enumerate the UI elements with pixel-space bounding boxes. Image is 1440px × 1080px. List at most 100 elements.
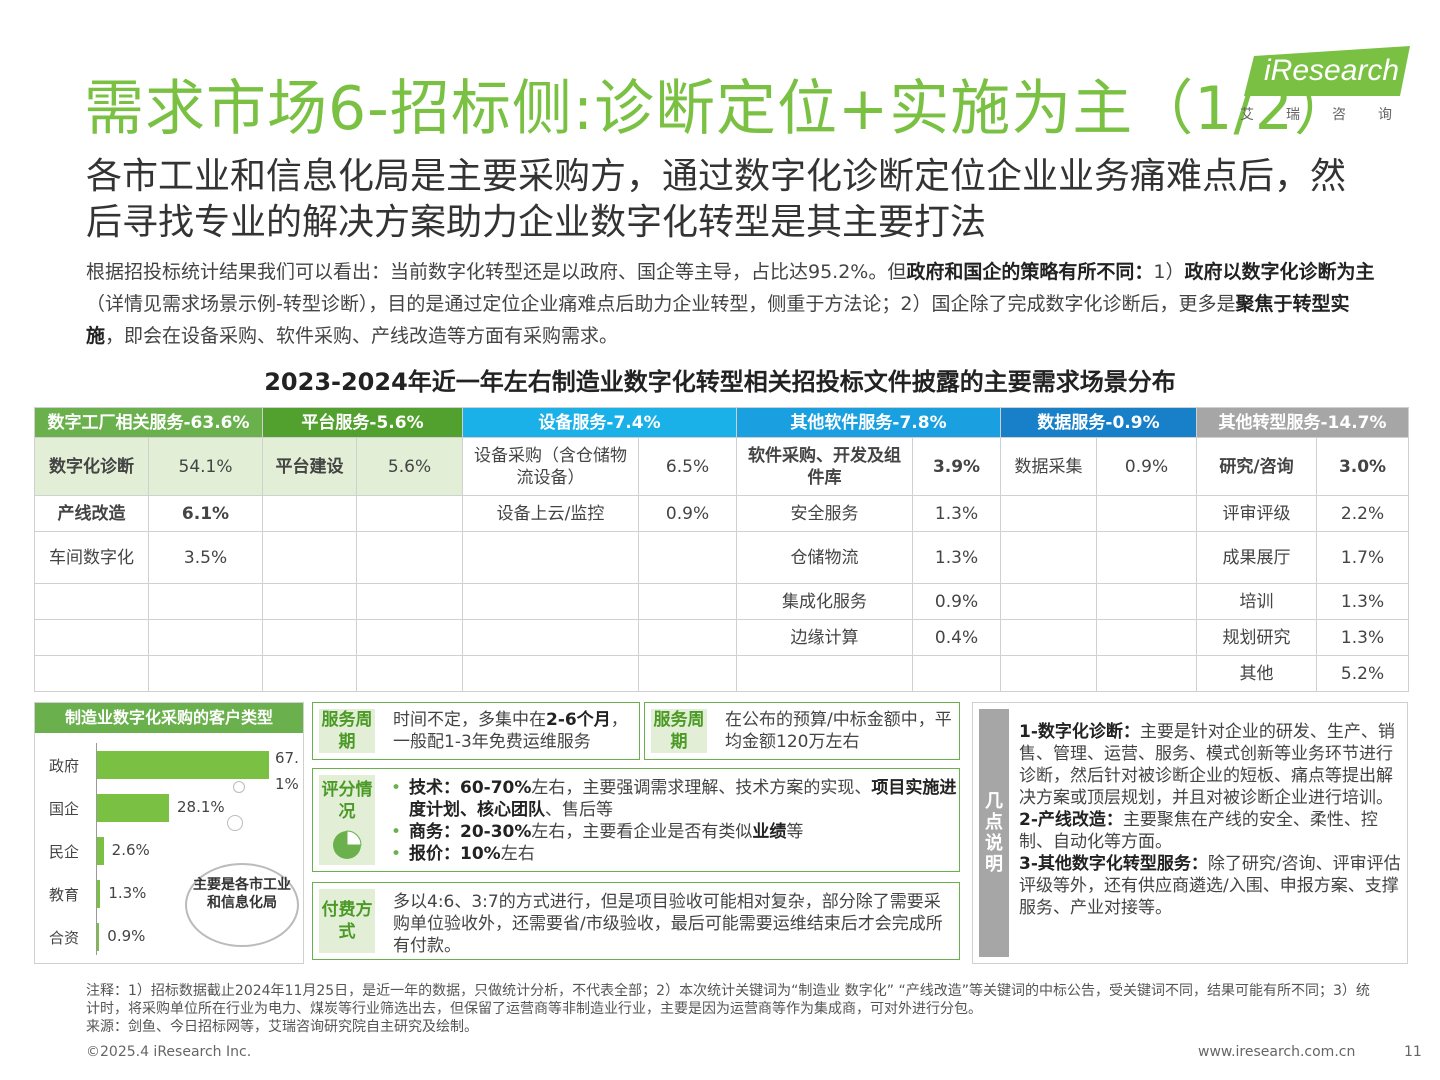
payment-text: 多以4:6、3:7的方式进行，但是项目验收可能相对复杂，部分除了需要采购单位验收… xyxy=(393,892,943,956)
table-cell: 5.2% xyxy=(1316,655,1410,692)
score-text: 左右，主要强调需求理解、技术方案的实现、 xyxy=(531,778,872,798)
logo-cn: 艾瑞咨询 xyxy=(1240,107,1424,123)
note-key: 1-数字化诊断： xyxy=(1019,722,1140,742)
table-cell xyxy=(638,531,738,584)
table-cell xyxy=(262,655,358,692)
bar xyxy=(97,751,269,779)
score-text: 左右 xyxy=(500,844,535,864)
table-cell xyxy=(462,583,640,620)
table-cell: 平台建设 xyxy=(262,437,358,496)
notes-text: 1-数字化诊断：主要是针对企业的研发、生产、销售、管理、运营、服务、模式创新等业… xyxy=(1019,721,1401,919)
scoring-list: 技术：60-70%左右，主要强调需求理解、技术方案的实现、项目实施进度计划、核心… xyxy=(383,777,957,865)
intro-text-2: 1） xyxy=(1153,261,1185,283)
cat-header-platform: 平台服务-5.6% xyxy=(262,407,464,438)
cat-header-other: 其他转型服务-14.7% xyxy=(1196,407,1410,438)
iresearch-logo: iResearch 艾瑞咨询 xyxy=(1240,44,1410,130)
bar xyxy=(97,880,101,908)
table-cell xyxy=(1000,531,1098,584)
table-cell xyxy=(262,531,358,584)
bar-category-label: 国企 xyxy=(49,800,80,818)
table-cell xyxy=(638,655,738,692)
score-key: 报价： xyxy=(409,844,460,864)
table-cell: 1.3% xyxy=(912,495,1002,532)
table-cell xyxy=(1000,619,1098,656)
table-cell: 其他 xyxy=(1196,655,1318,692)
note-item: 3-其他数字化转型服务：除了研究/咨询、评审评估评级等外，还有供应商遴选/入围、… xyxy=(1019,853,1401,919)
table-cell: 仓储物流 xyxy=(736,531,914,584)
table-cell xyxy=(1000,495,1098,532)
bar-value-label: 28.1% xyxy=(177,798,225,816)
note-text: 除了研究/咨询、评审评估评级等外，还有供应商遴选/入围、申报方案、支撑服务、产业… xyxy=(1019,854,1401,918)
intro-paragraph: 根据招投标统计结果我们可以看出：当前数字化转型还是以政府、国企等主导，占比达95… xyxy=(86,256,1376,352)
bar-row: 合资 0.9% xyxy=(35,917,305,957)
table-cell xyxy=(262,619,358,656)
payment-tag: 付费方式 xyxy=(319,889,375,953)
service-period-text: 时间不定，多集中在2-6个月，一般配1-3年免费运维服务 xyxy=(393,709,637,753)
service-period-box: 服务周期 时间不定，多集中在2-6个月，一般配1-3年免费运维服务 xyxy=(312,702,640,760)
cat-header-digital-factory: 数字工厂相关服务-63.6% xyxy=(33,407,264,438)
table-cell xyxy=(462,619,640,656)
table-cell: 0.9% xyxy=(1096,437,1198,496)
bar-category-label: 政府 xyxy=(49,757,80,775)
bar-category-label: 教育 xyxy=(49,886,80,904)
bar xyxy=(97,837,104,865)
scoring-tag: 评分情况 xyxy=(319,775,375,865)
scoring-item: 商务：20-30%左右，主要看企业是否有类似业绩等 xyxy=(383,821,957,843)
service-period-tag: 服务周期 xyxy=(319,709,375,753)
score-text-2: 、售后等 xyxy=(545,800,613,820)
table-cell: 设备采购（含仓储物流设备） xyxy=(462,437,640,496)
table-cell xyxy=(356,531,464,584)
bar-row: 国企 28.1% xyxy=(35,788,305,828)
table-cell: 数字化诊断 xyxy=(34,437,149,496)
customer-type-panel: 制造业数字化采购的客户类型 政府 67.1% 国企 28.1% 民企 2.6% 教育 1.3%… xyxy=(34,702,304,964)
bar-value-label: 2.6% xyxy=(111,841,150,859)
page-title: 需求市场6-招标侧:诊断定位+实施为主（1/2） xyxy=(84,74,1355,144)
copyright: ©2025.4 iResearch Inc. xyxy=(86,1044,252,1060)
table-cell xyxy=(262,583,358,620)
table-cell: 3.9% xyxy=(912,437,1002,496)
logo-word: iResearch xyxy=(1264,54,1400,87)
bubble-dot-icon xyxy=(233,781,245,793)
chart-axis xyxy=(96,743,97,955)
notes-side-label: 几点说明 xyxy=(979,709,1009,957)
scoring-item: 报价：10%左右 xyxy=(383,843,957,865)
website-link[interactable]: www.iresearch.com.cn xyxy=(1198,1044,1356,1060)
table-cell: 3.5% xyxy=(147,531,264,584)
customer-chart-title: 制造业数字化采购的客户类型 xyxy=(35,703,303,733)
scoring-item: 技术：60-70%左右，主要强调需求理解、技术方案的实现、项目实施进度计划、核心… xyxy=(383,777,957,821)
table-cell: 1.3% xyxy=(912,531,1002,584)
amount-text: 在公布的预算/中标金额中，平均金额120万左右 xyxy=(725,710,952,752)
table-cell xyxy=(147,655,264,692)
table-title: 2023-2024年近一年左右制造业数字化转型相关招投标文件披露的主要需求场景分… xyxy=(264,368,1176,396)
score-bold-2: 业绩 xyxy=(752,822,787,842)
table-cell: 1.3% xyxy=(1316,619,1410,656)
pie-chart-icon xyxy=(333,830,362,859)
table-cell xyxy=(356,655,464,692)
table-cell: 设备上云/监控 xyxy=(462,495,640,532)
score-key: 技术： xyxy=(409,778,460,798)
logo-icon xyxy=(1244,46,1410,96)
table-cell xyxy=(147,619,264,656)
table-cell: 评审评级 xyxy=(1196,495,1318,532)
table-cell: 54.1% xyxy=(147,437,264,496)
table-cell: 数据采集 xyxy=(1000,437,1098,496)
bar-row: 政府 67.1% xyxy=(35,745,305,793)
sp-text-b: ，一般配1-3年免费运维服务 xyxy=(393,710,628,752)
table-cell xyxy=(462,531,640,584)
bar xyxy=(97,923,100,951)
table-cell: 成果展厅 xyxy=(1196,531,1318,584)
intro-bold-2: 政府以数字化诊断为主 xyxy=(1184,261,1375,283)
sp-bold: 2-6个月 xyxy=(546,710,611,730)
scoring-box: 评分情况 技术：60-70%左右，主要强调需求理解、技术方案的实现、项目实施进度… xyxy=(312,768,960,872)
intro-text-4: ，即会在设备采购、软件采购、产线改造等方面有采购需求。 xyxy=(105,325,619,347)
table-cell: 0.9% xyxy=(638,495,738,532)
amount-box: 服务周期 在公布的预算/中标金额中，平均金额120万左右 xyxy=(644,702,960,760)
scoring-tag-label: 评分情况 xyxy=(321,780,373,822)
table-cell: 边缘计算 xyxy=(736,619,914,656)
amount-tag: 服务周期 xyxy=(651,709,707,753)
score-text: 左右，主要看企业是否有类似 xyxy=(531,822,753,842)
score-bold: 10% xyxy=(460,844,501,864)
note-item: 2-产线改造：主要聚焦在产线的安全、柔性、控制、自动化等方面。 xyxy=(1019,809,1401,853)
callout-bubble: 主要是各市工业和信息化局 xyxy=(185,863,299,947)
table-cell xyxy=(34,619,149,656)
